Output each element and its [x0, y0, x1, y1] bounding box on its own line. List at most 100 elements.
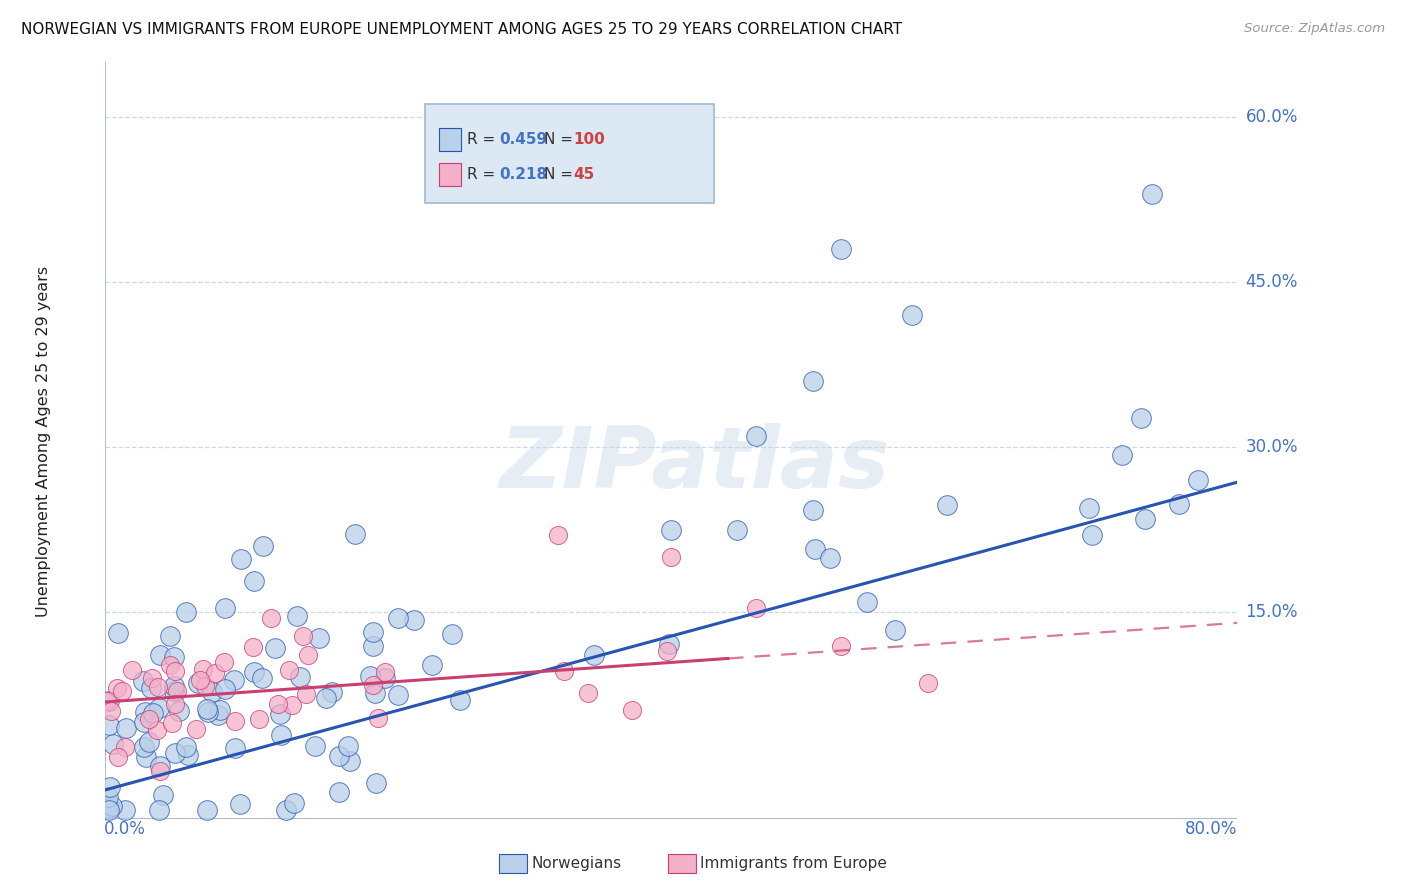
Point: [1133, 511, 1156, 525]
Point: [174, 605, 197, 619]
Point: [328, 785, 350, 799]
Point: [138, 735, 160, 749]
Point: [936, 499, 959, 513]
Point: [163, 679, 186, 693]
Point: [803, 541, 825, 556]
Point: [274, 803, 297, 817]
Point: [364, 686, 387, 700]
Point: [583, 648, 606, 662]
Point: [163, 747, 186, 761]
Point: [260, 610, 283, 624]
Point: [553, 664, 575, 678]
Point: [114, 803, 136, 817]
Point: [252, 671, 274, 685]
Point: [204, 666, 226, 681]
Point: [145, 723, 167, 737]
Point: [208, 703, 231, 717]
Point: [328, 748, 350, 763]
Point: [1080, 527, 1102, 541]
Point: [339, 755, 361, 769]
Point: [152, 788, 174, 802]
Point: [441, 626, 464, 640]
Point: [231, 552, 253, 566]
Point: [191, 662, 214, 676]
Point: [818, 550, 841, 565]
Point: [267, 697, 290, 711]
Point: [214, 655, 236, 669]
Point: [149, 764, 172, 779]
Point: [142, 706, 165, 720]
Point: [141, 681, 163, 696]
Point: [134, 715, 156, 730]
Text: 100: 100: [574, 132, 606, 147]
Point: [146, 681, 169, 695]
Point: [917, 676, 939, 690]
Point: [283, 797, 305, 811]
Point: [214, 681, 236, 696]
Point: [292, 629, 315, 643]
Point: [288, 670, 311, 684]
Point: [141, 671, 163, 685]
Point: [229, 797, 252, 812]
Point: [96, 694, 118, 708]
Text: 0.0%: 0.0%: [104, 820, 146, 838]
Point: [269, 706, 291, 721]
Point: [149, 759, 172, 773]
Point: [98, 717, 121, 731]
Point: [187, 676, 209, 690]
Point: [100, 704, 122, 718]
Point: [297, 648, 319, 663]
Point: [197, 705, 219, 719]
Point: [195, 803, 218, 817]
Point: [98, 780, 121, 795]
Point: [224, 714, 246, 728]
Point: [361, 624, 384, 639]
Point: [387, 611, 409, 625]
Point: [159, 629, 181, 643]
Point: [132, 673, 155, 688]
Point: [148, 700, 170, 714]
Point: [115, 721, 138, 735]
Point: [167, 704, 190, 718]
Point: [661, 523, 683, 537]
Text: 30.0%: 30.0%: [1246, 438, 1298, 456]
Point: [374, 665, 396, 679]
Point: [294, 687, 316, 701]
Text: NORWEGIAN VS IMMIGRANTS FROM EUROPE UNEMPLOYMENT AMONG AGES 25 TO 29 YEARS CORRE: NORWEGIAN VS IMMIGRANTS FROM EUROPE UNEM…: [21, 22, 903, 37]
Point: [801, 374, 824, 388]
Text: N =: N =: [544, 132, 578, 147]
Point: [620, 703, 643, 717]
Text: 45.0%: 45.0%: [1246, 273, 1298, 291]
Point: [304, 739, 326, 753]
Point: [264, 641, 287, 656]
Point: [97, 801, 120, 815]
Text: ZIPatlas: ZIPatlas: [499, 423, 889, 506]
Point: [201, 684, 224, 698]
Point: [359, 669, 381, 683]
Point: [830, 640, 852, 654]
Point: [285, 609, 308, 624]
Point: [105, 681, 128, 696]
Point: [107, 749, 129, 764]
Point: [343, 527, 366, 541]
Point: [1111, 448, 1133, 462]
Point: [449, 692, 471, 706]
Point: [801, 503, 824, 517]
Point: [165, 697, 187, 711]
Point: [224, 741, 246, 756]
Text: R =: R =: [467, 167, 501, 182]
Text: 0.459: 0.459: [499, 132, 547, 147]
Point: [135, 750, 157, 764]
Point: [387, 688, 409, 702]
Point: [134, 705, 156, 719]
Point: [420, 658, 443, 673]
Text: N =: N =: [544, 167, 578, 182]
Point: [163, 650, 186, 665]
Point: [367, 711, 389, 725]
Point: [207, 708, 229, 723]
Point: [111, 683, 134, 698]
Point: [884, 624, 907, 638]
Text: Immigrants from Europe: Immigrants from Europe: [700, 856, 887, 871]
Point: [278, 663, 301, 677]
Point: [337, 739, 360, 754]
